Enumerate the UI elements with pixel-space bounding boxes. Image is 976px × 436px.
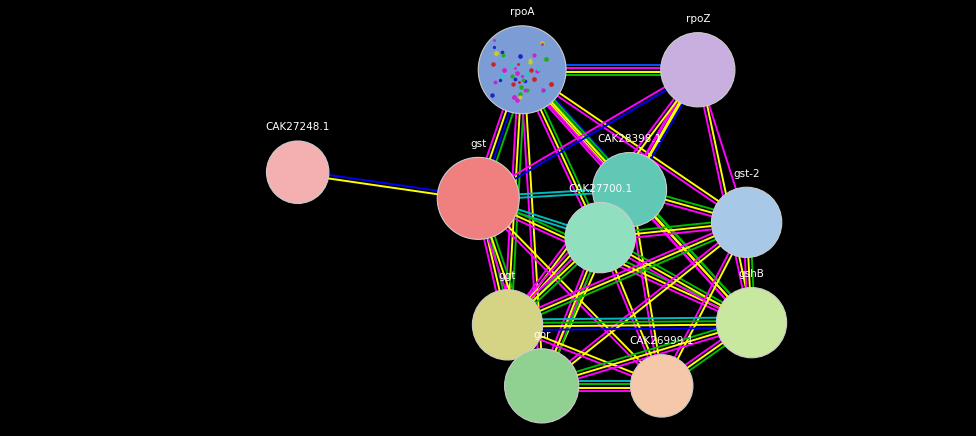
Text: CAK28398.1: CAK28398.1	[597, 134, 662, 144]
Text: ggt: ggt	[499, 271, 516, 281]
Ellipse shape	[478, 26, 566, 114]
Text: gor: gor	[533, 330, 550, 340]
Text: CAK27248.1: CAK27248.1	[265, 122, 330, 132]
Ellipse shape	[661, 33, 735, 107]
Text: gshB: gshB	[739, 269, 764, 279]
Ellipse shape	[630, 354, 693, 417]
Ellipse shape	[712, 187, 782, 258]
Ellipse shape	[716, 287, 787, 358]
Text: gst-2: gst-2	[733, 168, 760, 178]
Text: gst: gst	[470, 139, 486, 149]
Ellipse shape	[437, 157, 519, 239]
Ellipse shape	[472, 290, 543, 360]
Text: CAK27700.1: CAK27700.1	[568, 184, 632, 194]
Ellipse shape	[592, 153, 667, 227]
Ellipse shape	[505, 349, 579, 423]
Text: rpoA: rpoA	[509, 7, 535, 17]
Text: CAK26999.1: CAK26999.1	[630, 336, 694, 346]
Ellipse shape	[565, 202, 635, 273]
Text: rpoZ: rpoZ	[685, 14, 711, 24]
Ellipse shape	[266, 141, 329, 204]
